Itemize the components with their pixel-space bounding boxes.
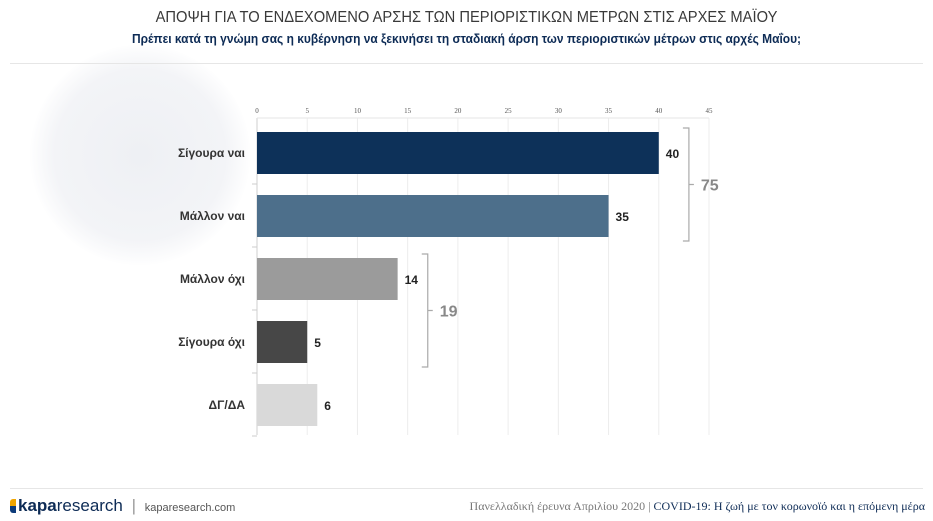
data-label: 35 bbox=[616, 210, 630, 224]
x-tick-label: 45 bbox=[706, 107, 714, 115]
footer-survey-info: Πανελλαδική έρευνα Απριλίου 2020 | COVID… bbox=[470, 499, 925, 514]
x-tick-label: 0 bbox=[255, 107, 259, 115]
data-label: 14 bbox=[405, 273, 419, 287]
page-title: ΑΠΟΨΗ ΓΙΑ ΤΟ ΕΝΔΕΧΟΜΕΝΟ ΑΡΣΗΣ ΤΩΝ ΠΕΡΙΟΡ… bbox=[155, 9, 778, 26]
bracket-total-label: 75 bbox=[701, 178, 719, 195]
footer-project: COVID-19: Η ζωή με τον κορωνοϊό και η επ… bbox=[653, 499, 926, 513]
footer-separator: | bbox=[131, 496, 137, 515]
x-tick-label: 20 bbox=[454, 107, 462, 115]
kapa-research-logo: kaparesearch | kaparesearch.com bbox=[10, 496, 235, 516]
bracket bbox=[421, 253, 433, 368]
logo-bold: kapa bbox=[18, 496, 57, 515]
category-label: Μάλλον όχι bbox=[180, 272, 245, 286]
category-label: Σίγουρα όχι bbox=[178, 335, 245, 349]
x-tick-label: 30 bbox=[555, 107, 563, 115]
footer-survey: Πανελλαδική έρευνα Απριλίου 2020 bbox=[469, 499, 646, 513]
page-subtitle: Πρέπει κατά τη γνώμη σας η κυβέρνηση να … bbox=[131, 31, 802, 46]
bracket-total-label: 19 bbox=[440, 304, 458, 321]
footer-url: kaparesearch.com bbox=[144, 502, 236, 514]
x-tick-label: 25 bbox=[505, 107, 513, 115]
logo-light: research bbox=[56, 496, 123, 515]
footer-survey-separator: | bbox=[648, 499, 651, 513]
x-tick-label: 40 bbox=[655, 107, 663, 115]
data-label: 40 bbox=[666, 147, 680, 161]
category-label: Σίγουρα ναι bbox=[178, 146, 245, 160]
footer-divider bbox=[10, 488, 923, 489]
x-tick-label: 35 bbox=[605, 107, 613, 115]
x-tick-label: 5 bbox=[305, 107, 309, 115]
bar bbox=[257, 195, 609, 237]
bar bbox=[257, 384, 318, 426]
bracket bbox=[682, 127, 694, 242]
bar bbox=[257, 321, 308, 363]
data-label: 6 bbox=[324, 399, 331, 413]
x-tick-label: 15 bbox=[404, 107, 412, 115]
category-label: ΔΓ/ΔΑ bbox=[209, 398, 246, 412]
x-tick-label: 10 bbox=[354, 107, 362, 115]
bar bbox=[257, 132, 659, 174]
virus-background-image bbox=[30, 45, 250, 265]
bar bbox=[257, 258, 398, 300]
category-label: Μάλλον ναι bbox=[180, 209, 245, 223]
header-divider bbox=[10, 63, 923, 64]
logo-mark-icon bbox=[10, 499, 16, 513]
bar-chart: 0 5 10 15 20 25 30 35 40 45 Σίγουρα ναι 40 Μάλλον να… bbox=[178, 107, 719, 437]
data-label: 5 bbox=[314, 336, 321, 350]
